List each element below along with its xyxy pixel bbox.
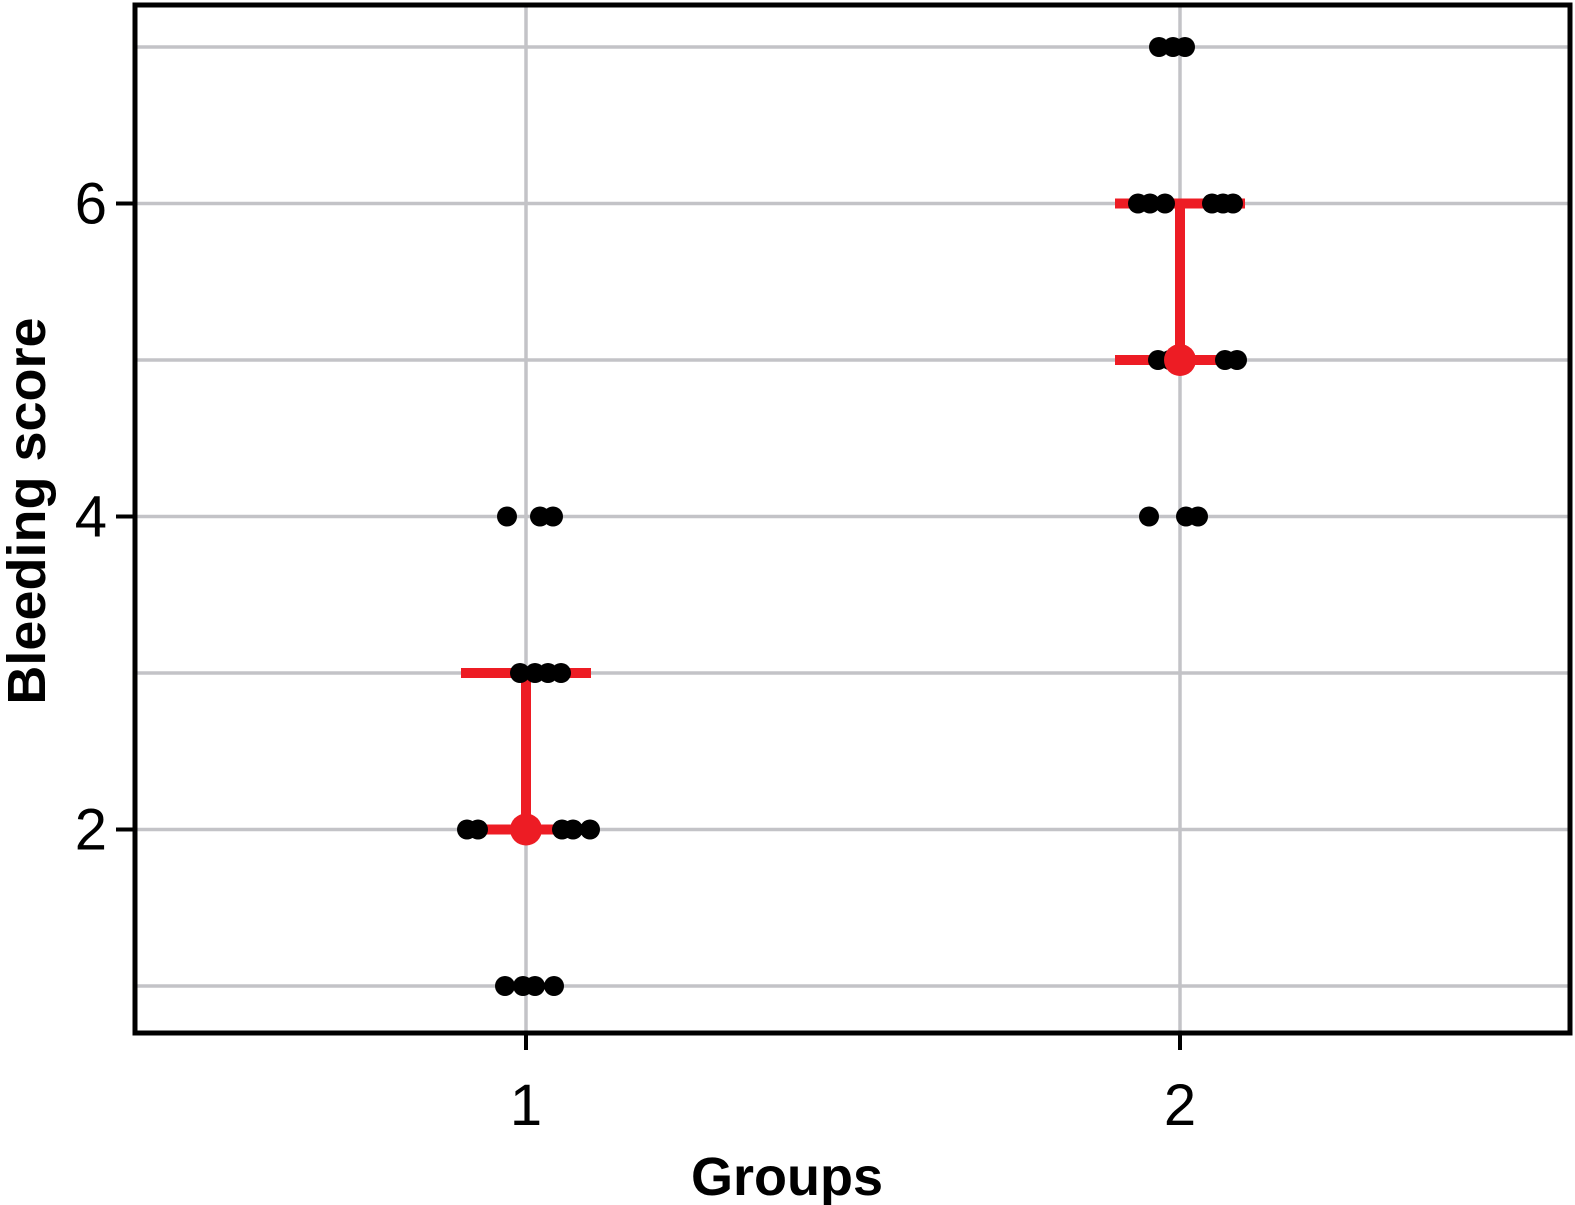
gridlines (135, 5, 1570, 1033)
data-point (1223, 193, 1243, 214)
data-point (468, 819, 488, 840)
y-axis: 2 4 6 (75, 172, 135, 863)
data-points (457, 37, 1247, 996)
median-dot (510, 813, 542, 846)
median-dot (1164, 344, 1196, 376)
data-point (525, 976, 545, 996)
data-point (544, 976, 564, 996)
data-point (495, 976, 515, 996)
data-point (543, 506, 563, 527)
x-axis-title: Groups (690, 1147, 884, 1205)
y-tick-label: 4 (75, 485, 107, 550)
data-point (1188, 506, 1208, 527)
data-point (1149, 37, 1169, 57)
data-point (510, 663, 530, 683)
data-point (1140, 193, 1160, 214)
x-tick-label: 1 (510, 1073, 542, 1138)
x-tick-label: 2 (1164, 1073, 1196, 1138)
data-point (1227, 350, 1247, 370)
plot-border (132, 2, 1573, 1036)
data-point (563, 819, 583, 840)
data-point (497, 506, 517, 527)
y-axis-title: Bleeding score (0, 317, 57, 705)
median-markers (510, 344, 1196, 846)
data-point (1155, 193, 1175, 214)
data-point (1175, 37, 1195, 57)
y-tick-label: 2 (75, 798, 107, 863)
y-tick-label: 6 (75, 172, 107, 237)
data-point (1139, 506, 1159, 527)
data-point (551, 663, 571, 683)
data-point (580, 819, 600, 840)
